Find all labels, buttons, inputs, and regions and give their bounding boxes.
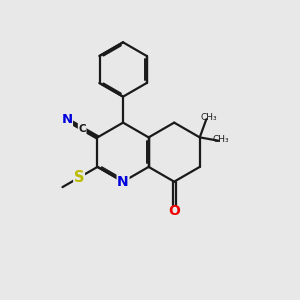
Text: CH₃: CH₃ [200,113,217,122]
Text: N: N [117,175,129,189]
Text: CH₃: CH₃ [213,135,229,144]
Text: S: S [74,170,84,185]
Text: N: N [61,113,72,126]
Text: C: C [78,124,86,134]
Text: O: O [168,204,180,218]
